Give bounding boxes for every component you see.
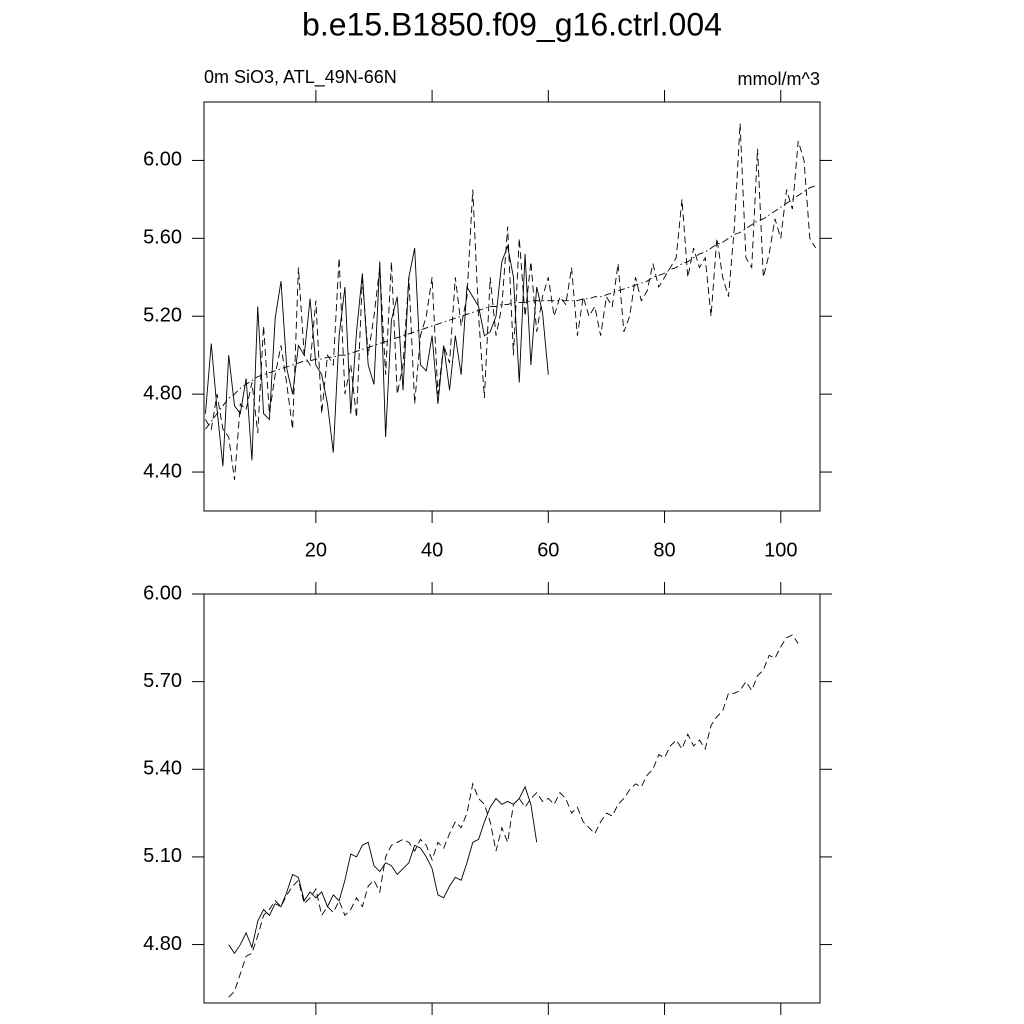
y-tick-label: 5.70: [143, 670, 182, 692]
y-tick-label: 5.60: [143, 227, 182, 249]
series-line: [205, 244, 549, 467]
series-line: [205, 185, 816, 430]
x-tick-label: 80: [653, 539, 675, 561]
y-tick-label: 4.80: [143, 933, 182, 955]
plot-frame: [203, 593, 821, 1004]
series-line: [228, 785, 538, 955]
x-tick-label: 60: [537, 539, 559, 561]
series-line: [205, 123, 817, 480]
plot-frame: [203, 101, 821, 512]
x-tick-label: 100: [764, 539, 797, 561]
y-tick-label: 5.40: [143, 758, 182, 780]
units-label: mmol/m^3: [738, 69, 820, 89]
x-tick-label: 40: [421, 539, 443, 561]
y-tick-label: 6.00: [143, 582, 182, 604]
y-tick-label: 6.00: [143, 149, 182, 171]
chart-subtitle: 0m SiO3, ATL_49N-66N: [204, 67, 397, 88]
x-tick-label: 20: [305, 539, 327, 561]
y-tick-label: 4.40: [143, 460, 182, 482]
y-tick-label: 5.20: [143, 305, 182, 327]
y-tick-label: 4.80: [143, 382, 182, 404]
chart-title: b.e15.B1850.f09_g16.ctrl.004: [302, 6, 722, 42]
series-line: [228, 634, 799, 998]
y-tick-label: 5.10: [143, 845, 182, 867]
